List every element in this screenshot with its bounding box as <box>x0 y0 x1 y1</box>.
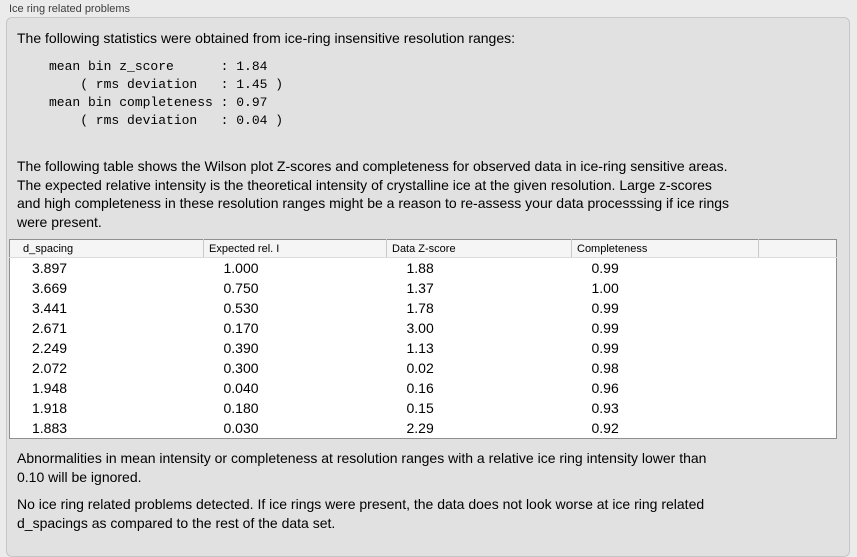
table-cell: 1.37 <box>406 280 434 296</box>
table-cell: 3.897 <box>32 260 68 276</box>
table-cell: 0.92 <box>591 420 619 436</box>
column-header-completeness[interactable]: Completeness <box>571 239 759 258</box>
groupbox-title: Ice ring related problems <box>9 3 131 15</box>
table-cell <box>759 298 837 318</box>
table-row[interactable]: 2.072 0.300 0.02 0.98 <box>10 358 837 378</box>
table-cell: 0.530 <box>223 300 259 316</box>
table-row[interactable]: 3.441 0.530 1.78 0.99 <box>10 298 837 318</box>
table-cell: 0.030 <box>223 420 259 436</box>
text-line: The expected relative intensity is the t… <box>17 176 712 193</box>
stat-line-z-rms-deviation: ( rms deviation : 1.45 ) <box>49 77 284 92</box>
table-cell: 0.93 <box>591 400 619 416</box>
table-cell: 1.00 <box>591 280 619 296</box>
table-cell: 1.13 <box>406 340 434 356</box>
table-cell: 0.390 <box>223 340 259 356</box>
table-cell: 0.02 <box>406 360 434 376</box>
table-header-row: d_spacing Expected rel. I Data Z-score C… <box>9 239 837 258</box>
table-cell: 0.170 <box>223 320 259 336</box>
table-cell <box>759 398 837 418</box>
table-cell <box>759 318 837 338</box>
table-cell: 0.99 <box>591 300 619 316</box>
text-line: and high completeness in these resolutio… <box>17 195 730 211</box>
table-cell: 3.441 <box>32 300 68 316</box>
stats-block: mean bin z_score : 1.84 ( rms deviation … <box>49 58 283 130</box>
table-cell: 2.072 <box>32 360 68 376</box>
table-row[interactable]: 2.671 0.170 3.00 0.99 <box>10 318 837 338</box>
text-line: Abnormalities in mean intensity or compl… <box>17 450 707 466</box>
table-cell <box>759 358 837 378</box>
table-body: 3.897 1.000 1.88 0.99 3.669 0.750 1.37 1.00 3.44… <box>10 258 837 439</box>
table-cell <box>759 378 837 398</box>
table-cell: 0.180 <box>223 400 259 416</box>
table-cell: 1.000 <box>223 260 259 276</box>
table-row[interactable]: 3.897 1.000 1.88 0.99 <box>10 258 837 279</box>
table-description: The following table shows the Wilson plo… <box>17 157 729 231</box>
table-cell: 1.78 <box>406 300 434 316</box>
table-cell: 2.29 <box>406 420 434 436</box>
table-cell: 0.300 <box>223 360 259 376</box>
table-cell: 3.669 <box>32 280 68 296</box>
table-cell: 1.918 <box>32 400 68 416</box>
ignore-note: Abnormalities in mean intensity or compl… <box>17 449 706 487</box>
conclusion-text: No ice ring related problems detected. I… <box>17 495 704 533</box>
table-cell: 3.00 <box>406 320 434 336</box>
text-line: No ice ring related problems detected. I… <box>17 496 705 512</box>
text-line: The following table shows the Wilson plo… <box>17 158 728 174</box>
ice-ring-groupbox: The following statistics were obtained f… <box>6 17 850 557</box>
table-cell: 0.15 <box>406 400 434 416</box>
text-line: were present. <box>17 213 102 230</box>
table-cell: 0.16 <box>406 380 434 396</box>
table-cell <box>759 258 837 279</box>
table-cell: 1.948 <box>32 380 68 396</box>
table-row[interactable]: 1.918 0.180 0.15 0.93 <box>10 398 837 418</box>
table-cell: 0.99 <box>591 260 619 276</box>
table-row[interactable]: 2.249 0.390 1.13 0.99 <box>10 338 837 358</box>
stat-line-mean-z-score: mean bin z_score : 1.84 <box>49 59 268 74</box>
table-cell: 0.040 <box>223 380 259 396</box>
table-cell: 0.750 <box>223 280 259 296</box>
text-line: d_spacings as compared to the rest of th… <box>17 515 336 531</box>
column-header-empty[interactable] <box>758 239 837 258</box>
column-header-d-spacing[interactable]: d_spacing <box>9 239 204 258</box>
table-cell <box>759 278 837 298</box>
table-cell: 0.99 <box>591 340 619 356</box>
table-cell: 2.249 <box>32 340 68 356</box>
table-cell: 0.96 <box>591 380 619 396</box>
table-cell: 0.99 <box>591 320 619 336</box>
stat-line-completeness-rms-deviation: ( rms deviation : 0.04 ) <box>49 113 284 128</box>
table-cell: 1.883 <box>32 420 68 436</box>
table-cell <box>759 338 837 358</box>
column-header-data-z-score[interactable]: Data Z-score <box>386 239 572 258</box>
column-header-expected-rel-i[interactable]: Expected rel. I <box>203 239 387 258</box>
text-line: 0.10 will be ignored. <box>17 469 142 485</box>
table-cell <box>759 418 837 439</box>
ice-ring-table: d_spacing Expected rel. I Data Z-score C… <box>9 239 837 439</box>
table-cell: 0.98 <box>591 360 619 376</box>
table-cell: 2.671 <box>32 320 68 336</box>
table-row[interactable]: 1.948 0.040 0.16 0.96 <box>10 378 837 398</box>
intro-text: The following statistics were obtained f… <box>17 30 516 46</box>
stat-line-mean-completeness: mean bin completeness : 0.97 <box>49 95 268 110</box>
table-row[interactable]: 3.669 0.750 1.37 1.00 <box>10 278 837 298</box>
table-row[interactable]: 1.883 0.030 2.29 0.92 <box>10 418 837 439</box>
table-cell: 1.88 <box>406 260 434 276</box>
